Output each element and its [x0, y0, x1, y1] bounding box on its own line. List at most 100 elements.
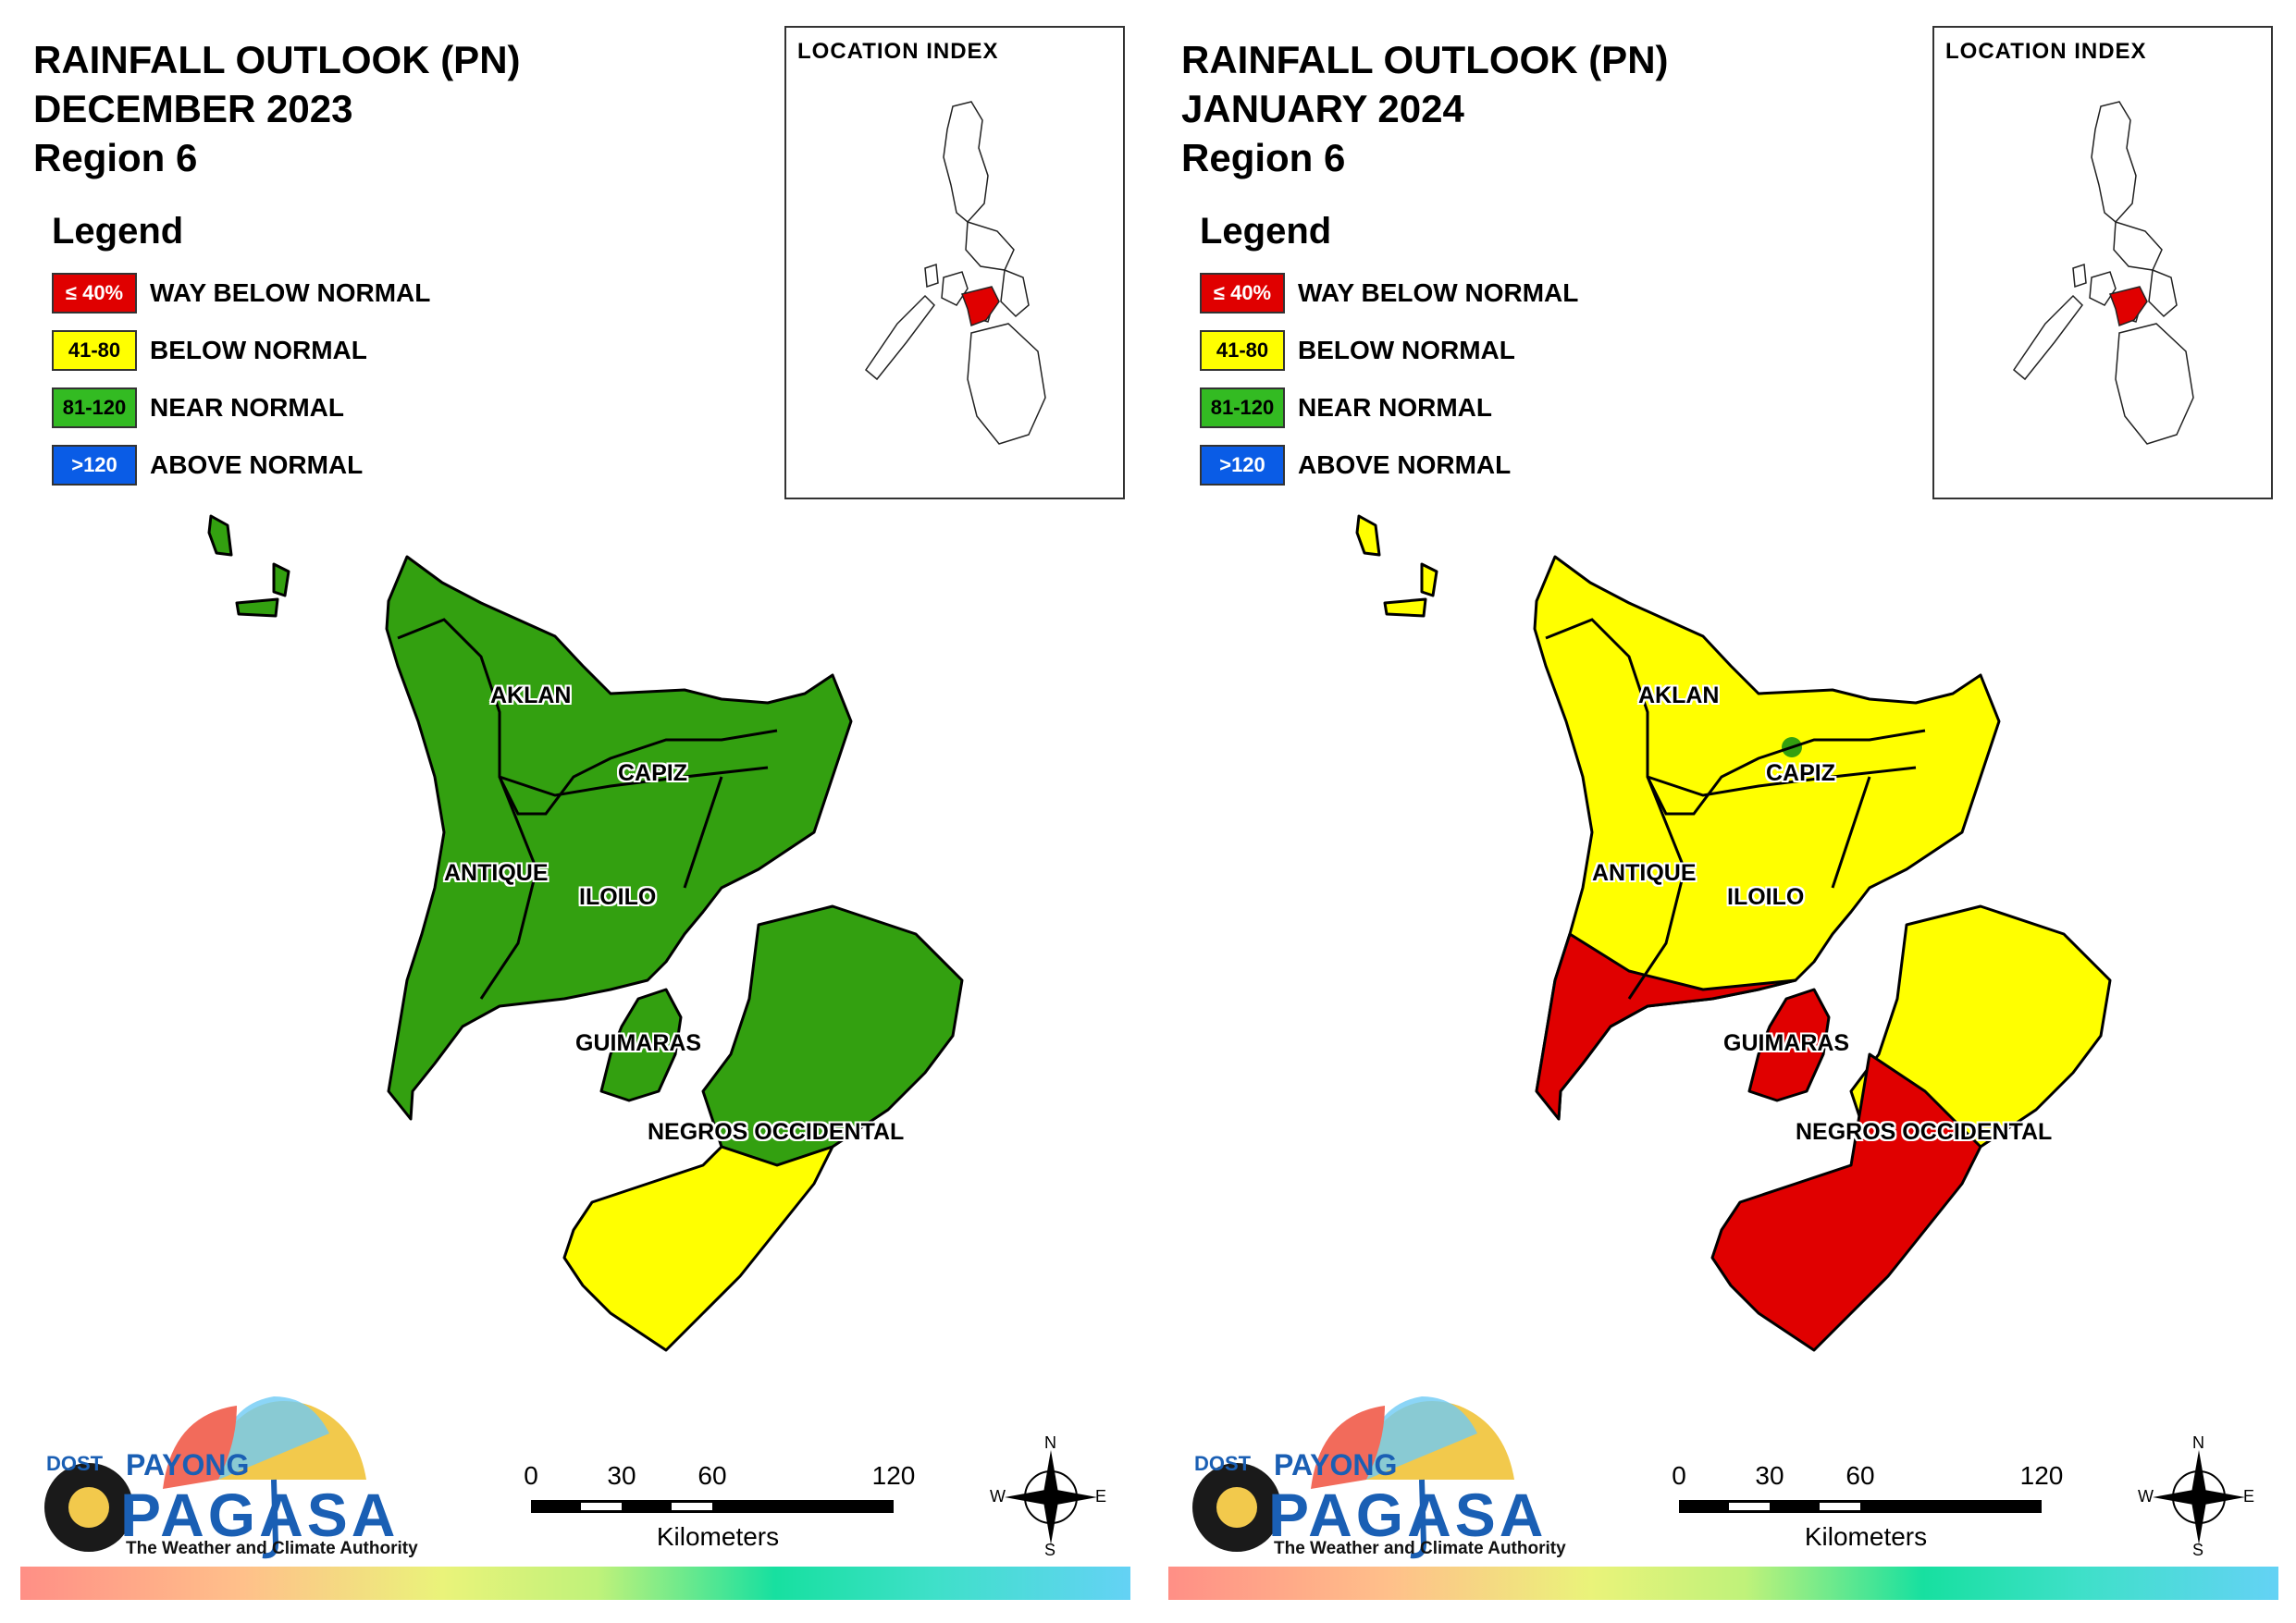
legend-swatch: >120 [1200, 445, 1285, 486]
legend-label: BELOW NORMAL [1298, 336, 1515, 364]
scale-tick-30: 30 [607, 1461, 636, 1490]
island-small-2 [272, 562, 290, 597]
title-line-2: DECEMBER 2023 [33, 87, 353, 130]
negros-south [562, 1145, 834, 1352]
legend-swatch: 41-80 [1200, 330, 1285, 371]
guimaras-shape [1747, 988, 1831, 1102]
legend-swatch: ≤ 40% [1200, 273, 1285, 314]
label-aklan: AKLAN [490, 682, 572, 708]
legend-swatch: 41-80 [52, 330, 137, 371]
legend-item-near: 81-120 NEAR NORMAL [52, 386, 430, 430]
title-line-2: JANUARY 2024 [1181, 87, 1464, 130]
pagasa-logo: DOST PAYONG PAGASA The Weather and Clima… [1181, 1387, 1566, 1572]
island-small-2 [1420, 562, 1438, 597]
scale-tick-60: 60 [1845, 1461, 1875, 1490]
scale-bar-graphic [531, 1500, 894, 1513]
title-line-3: Region 6 [1181, 136, 1346, 179]
map-title: RAINFALL OUTLOOK (PN) JANUARY 2024 Regio… [1181, 35, 1669, 182]
philippines-index-map [2012, 101, 2194, 445]
compass-n: N [1044, 1433, 1056, 1452]
label-capiz: CAPIZ [618, 760, 687, 786]
region-6-map [1355, 514, 2112, 1352]
legend-label: ABOVE NORMAL [150, 450, 364, 479]
antique-iloilo-south [1535, 932, 1797, 1121]
legend-label: ABOVE NORMAL [1298, 450, 1512, 479]
legend-title: Legend [1200, 211, 1332, 252]
legend-label: NEAR NORMAL [1298, 393, 1492, 422]
outlook-panel-december: RAINFALL OUTLOOK (PN) DECEMBER 2023 Regi… [20, 26, 1130, 1600]
legend-item-below: 41-80 BELOW NORMAL [52, 328, 430, 373]
label-iloilo: ILOILO [1727, 884, 1805, 910]
label-guimaras: GUIMARAS [1723, 1030, 1850, 1056]
label-antique: ANTIQUE [1592, 860, 1697, 886]
legend-label: NEAR NORMAL [150, 393, 344, 422]
location-index: LOCATION INDEX [784, 26, 1125, 499]
umbrella-icon [44, 1396, 366, 1559]
label-guimaras: GUIMARAS [575, 1030, 702, 1056]
scale-tick-30: 30 [1755, 1461, 1784, 1490]
legend-item-way-below: ≤ 40% WAY BELOW NORMAL [1200, 271, 1578, 315]
compass-s: S [1044, 1541, 1056, 1559]
legend-label: BELOW NORMAL [150, 336, 367, 364]
island-small-3 [1383, 597, 1427, 618]
region-6-map [207, 514, 964, 1352]
island-small-3 [235, 597, 279, 618]
compass-icon [1005, 1450, 1097, 1544]
compass-s: S [2192, 1541, 2204, 1559]
scale-tick-120: 120 [871, 1461, 916, 1490]
dost-text: DOST [46, 1452, 104, 1475]
compass-n: N [2192, 1433, 2204, 1452]
compass-rose: N E S W [2138, 1433, 2255, 1559]
pagasa-text: PAGASA [1268, 1481, 1548, 1549]
compass-e: E [2243, 1487, 2255, 1506]
scale-tick-60: 60 [697, 1461, 727, 1490]
label-capiz: CAPIZ [1766, 760, 1835, 786]
tagline-text: The Weather and Climate Authority [126, 1539, 418, 1558]
philippines-index-map [864, 101, 1046, 445]
label-negros: NEGROS OCCIDENTAL [1796, 1119, 2053, 1145]
compass-icon [2153, 1450, 2245, 1544]
tagline-text: The Weather and Climate Authority [1274, 1539, 1566, 1558]
label-aklan: AKLAN [1638, 682, 1720, 708]
label-iloilo: ILOILO [579, 884, 657, 910]
compass-rose: N E S W [990, 1433, 1107, 1559]
outlook-panel-january: RAINFALL OUTLOOK (PN) JANUARY 2024 Regio… [1148, 0, 2296, 1623]
gradient-bar [1168, 1567, 2278, 1600]
legend-swatch: ≤ 40% [52, 273, 137, 314]
location-index-title: LOCATION INDEX [1945, 39, 2147, 64]
scale-tick-0: 0 [1672, 1461, 1686, 1490]
legend-label: WAY BELOW NORMAL [150, 278, 431, 307]
scale-bar: 0 30 60 120 Kilometers [518, 1461, 925, 1563]
legend-item-below: 41-80 BELOW NORMAL [1200, 328, 1578, 373]
legend-swatch: >120 [52, 445, 137, 486]
location-index: LOCATION INDEX [1932, 26, 2273, 499]
label-antique: ANTIQUE [444, 860, 549, 886]
legend: Legend ≤ 40% WAY BELOW NORMAL 41-80 BELO… [52, 211, 430, 500]
legend-swatch: 81-120 [52, 387, 137, 428]
legend-item-near: 81-120 NEAR NORMAL [1200, 386, 1578, 430]
compass-w: W [2138, 1487, 2154, 1506]
legend-item-above: >120 ABOVE NORMAL [52, 443, 430, 487]
title-line-3: Region 6 [33, 136, 198, 179]
label-negros: NEGROS OCCIDENTAL [648, 1119, 905, 1145]
negros-south [1710, 1052, 1982, 1352]
map-title: RAINFALL OUTLOOK (PN) DECEMBER 2023 Regi… [33, 35, 521, 182]
legend: Legend ≤ 40% WAY BELOW NORMAL 41-80 BELO… [1200, 211, 1578, 500]
umbrella-icon [1192, 1396, 1514, 1559]
negros-north [701, 904, 964, 1167]
payong-text: PAYONG [1274, 1448, 1398, 1482]
dost-text: DOST [1194, 1452, 1252, 1475]
scale-tick-0: 0 [524, 1461, 538, 1490]
scale-tick-120: 120 [2019, 1461, 2064, 1490]
compass-e: E [1095, 1487, 1107, 1506]
pagasa-logo: DOST PAYONG PAGASA The Weather and Clima… [33, 1387, 418, 1572]
legend-item-way-below: ≤ 40% WAY BELOW NORMAL [52, 271, 430, 315]
title-line-1: RAINFALL OUTLOOK (PN) [1181, 38, 1669, 81]
legend-item-above: >120 ABOVE NORMAL [1200, 443, 1578, 487]
island-small-1 [207, 514, 233, 557]
gradient-bar [20, 1567, 1130, 1600]
title-line-1: RAINFALL OUTLOOK (PN) [33, 38, 521, 81]
legend-label: WAY BELOW NORMAL [1298, 278, 1579, 307]
legend-title: Legend [52, 211, 184, 252]
pagasa-text: PAGASA [120, 1481, 400, 1549]
